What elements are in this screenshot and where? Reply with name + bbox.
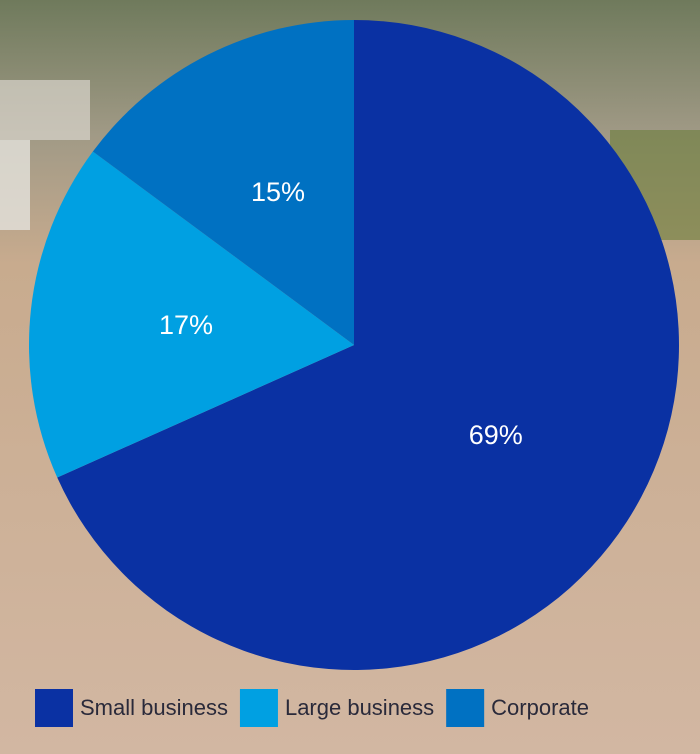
slice-label: 17% [159, 310, 213, 340]
legend-swatch [446, 689, 484, 727]
background-shape [0, 140, 30, 230]
legend-label: Small business [80, 695, 228, 720]
legend-swatch [35, 689, 73, 727]
pie: 69% 17% 15% [29, 20, 679, 670]
slice-label: 15% [251, 177, 305, 207]
chart: 69% 17% 15% Small business Large business Co… [0, 0, 700, 754]
slice-label: 69% [469, 420, 523, 450]
legend-label: Large business [285, 695, 434, 720]
legend-swatch [240, 689, 278, 727]
background-shape [0, 80, 90, 140]
legend-label: Corporate [491, 695, 589, 720]
